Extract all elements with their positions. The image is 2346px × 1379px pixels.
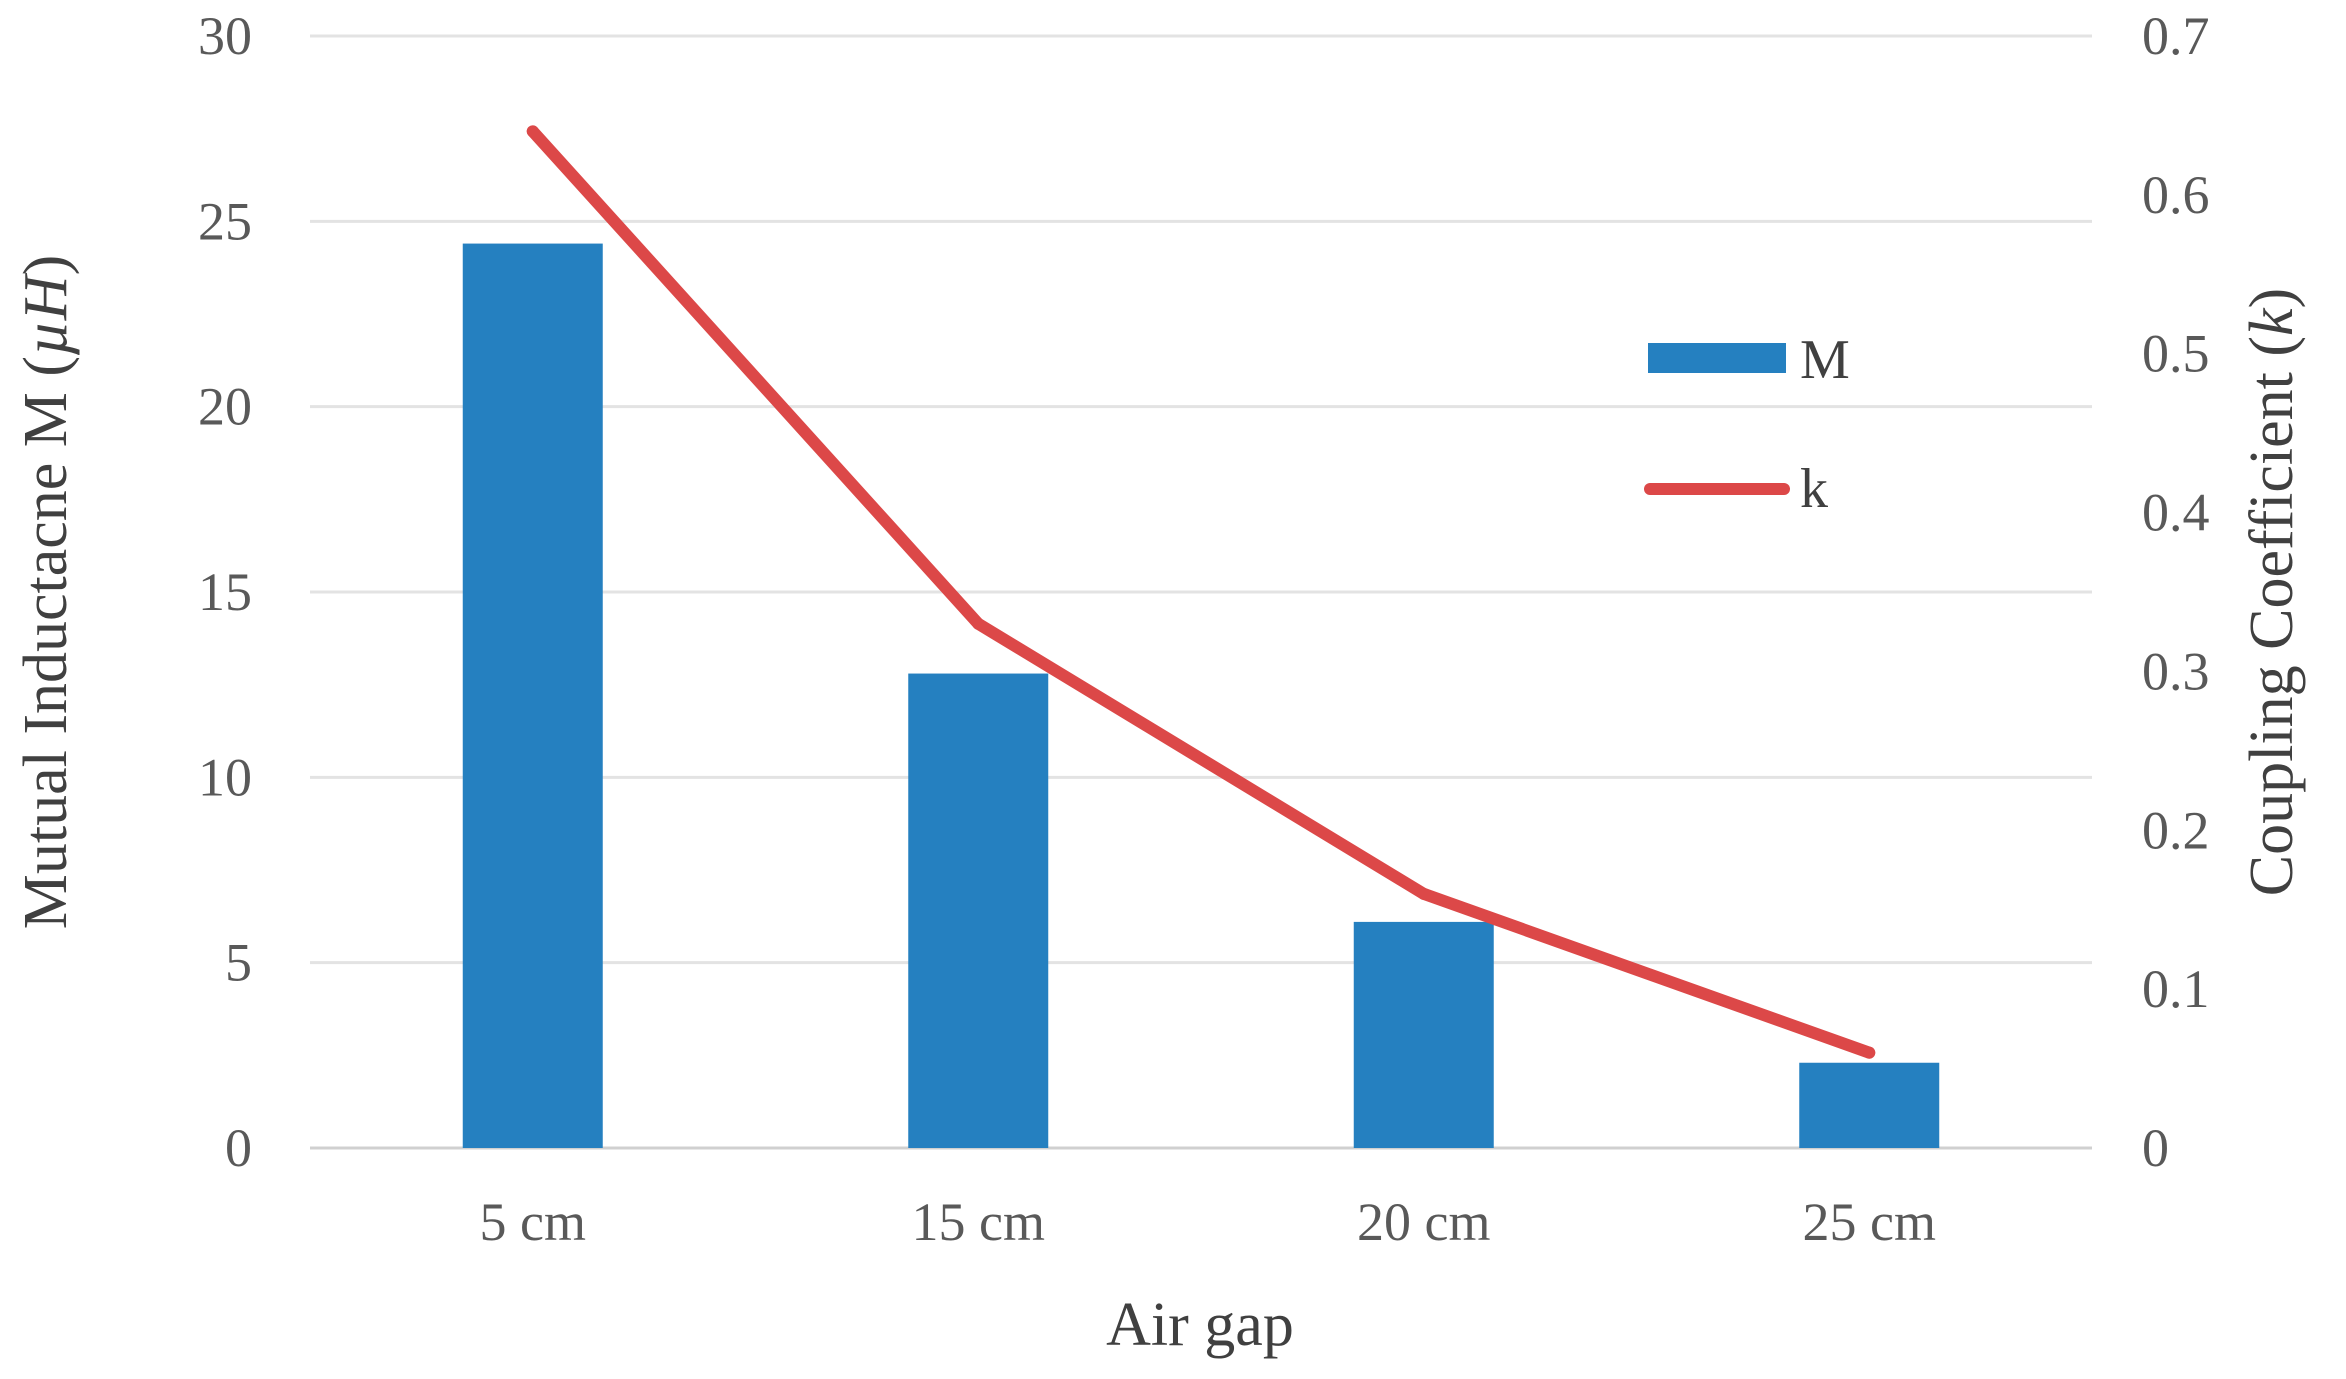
left-axis-title-close: ): [12, 255, 80, 276]
right-tick-label: 0.3: [2142, 641, 2210, 701]
left-tick-label: 30: [198, 6, 252, 66]
x-axis-ticks: 5 cm 15 cm 20 cm 25 cm: [480, 1192, 1936, 1252]
right-tick-label: 0: [2142, 1118, 2169, 1178]
legend-label-m: M: [1800, 329, 1850, 391]
right-tick-label: 0.5: [2142, 324, 2210, 384]
left-axis-title: Mutual Inductacne M (µH): [12, 255, 80, 929]
left-tick-label: 5: [225, 933, 252, 993]
right-axis-title: Coupling Coefficient (k): [2238, 288, 2306, 896]
line-point: [1863, 1046, 1876, 1059]
left-tick-label: 25: [198, 191, 252, 251]
left-tick-label: 20: [198, 377, 252, 437]
line-series-k: [526, 125, 1876, 1059]
legend-label-k: k: [1800, 458, 1828, 520]
left-tick-label: 0: [225, 1118, 252, 1178]
right-axis-ticks: 0 0.1 0.2 0.3 0.4 0.5 0.6 0.7: [2142, 6, 2210, 1178]
left-tick-label: 15: [198, 562, 252, 622]
x-tick-label: 5 cm: [480, 1192, 586, 1252]
legend-swatch-m: [1648, 343, 1786, 373]
x-axis-title: Air gap: [1106, 1291, 1294, 1359]
x-tick-label: 25 cm: [1803, 1192, 1936, 1252]
x-tick-label: 15 cm: [912, 1192, 1045, 1252]
right-tick-label: 0.1: [2142, 959, 2210, 1019]
left-tick-label: 10: [198, 747, 252, 807]
line-point: [972, 617, 985, 630]
right-axis-title-main: Coupling Coefficient (: [2238, 336, 2306, 896]
bar: [908, 673, 1049, 1148]
right-tick-label: 0.7: [2142, 6, 2210, 66]
right-tick-label: 0.6: [2142, 165, 2210, 225]
line-point: [526, 125, 539, 138]
left-axis-title-main: Mutual Inductacne M (: [12, 356, 80, 929]
right-axis-title-close: ): [2238, 288, 2306, 309]
series-line-k: [526, 125, 1876, 1059]
bar-series-m: [462, 243, 1940, 1148]
right-tick-label: 0.4: [2142, 483, 2210, 543]
line-point: [1417, 887, 1430, 900]
right-tick-label: 0.2: [2142, 800, 2210, 860]
bar: [1799, 1062, 1940, 1148]
left-axis-title-unit: µH: [12, 272, 80, 356]
bar: [462, 243, 603, 1148]
left-axis-ticks: 0 5 10 15 20 25 30: [198, 6, 252, 1178]
x-tick-label: 20 cm: [1357, 1192, 1490, 1252]
bar: [1353, 921, 1494, 1148]
right-axis-title-unit: k: [2238, 307, 2306, 336]
legend: M k: [1644, 329, 1850, 520]
